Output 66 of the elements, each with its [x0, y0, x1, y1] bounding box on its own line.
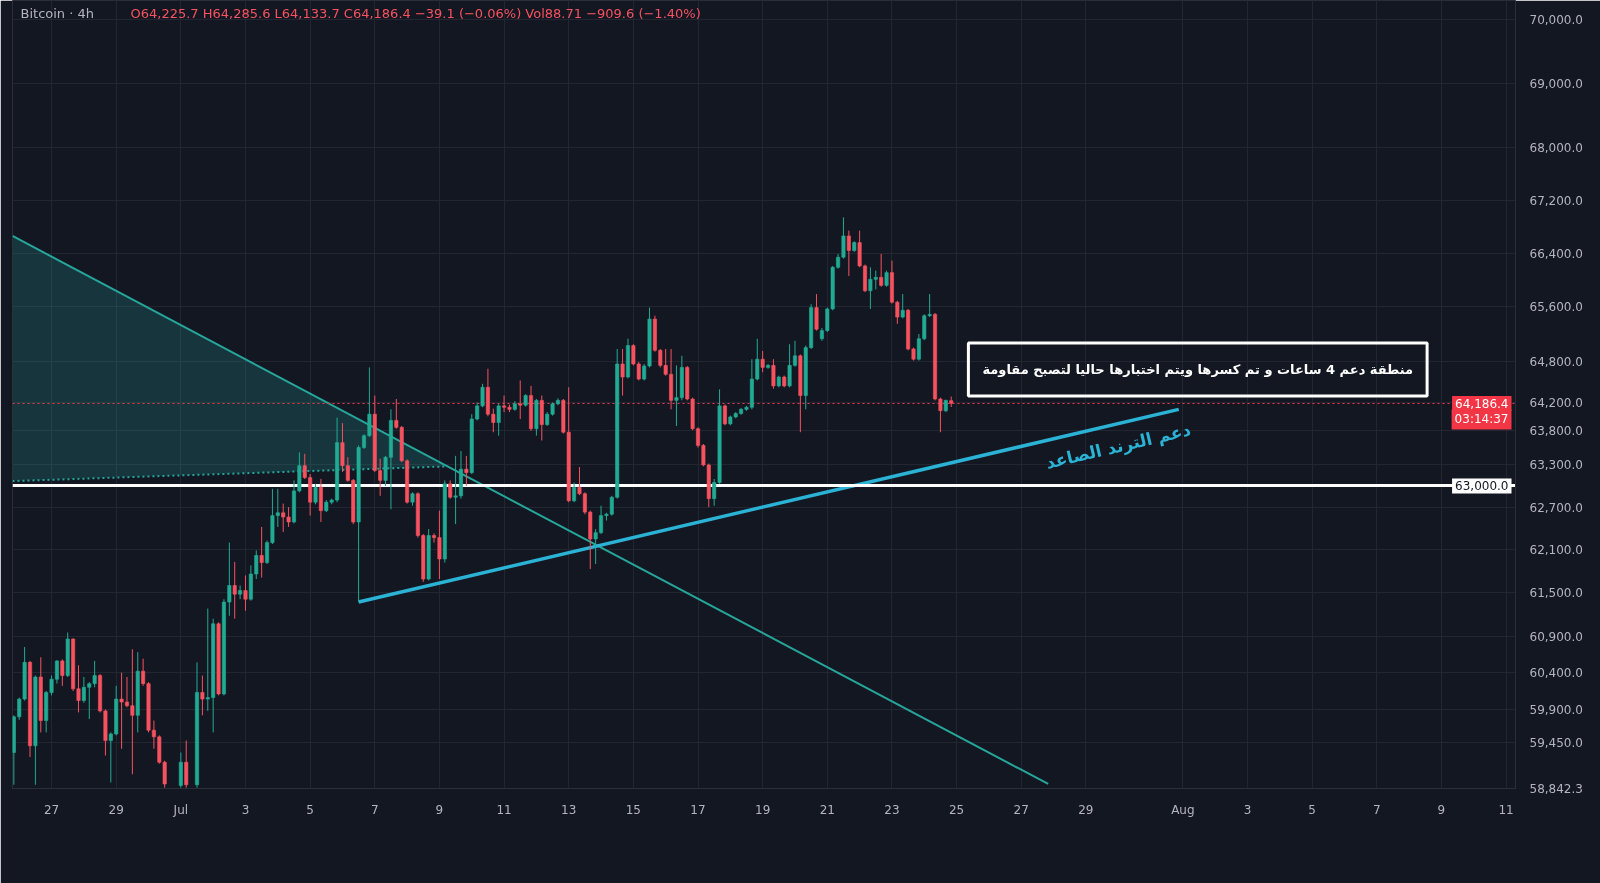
x-tick-label: 3: [241, 802, 250, 817]
x-tick-label: Jul: [172, 802, 189, 817]
y-tick-label: 70,000.0: [1529, 12, 1583, 27]
candlestick: [318, 478, 323, 523]
candlestick: [200, 675, 205, 716]
annotation: منطقة دعم 4 ساعات و تم كسرها ويتم اختبارها حاليا لتصبح مقاومة: [982, 362, 1414, 377]
x-tick-label: Aug: [1171, 802, 1195, 817]
chart-title: Bitcoin · 4h: [20, 6, 94, 21]
x-tick-label: 11: [496, 802, 512, 817]
y-tick-label: 67,200.0: [1529, 193, 1583, 208]
candlestick: [313, 483, 318, 505]
candlestick: [464, 455, 469, 487]
y-tick-label: 64,800.0: [1529, 354, 1583, 369]
y-tick-label: 68,000.0: [1529, 141, 1583, 156]
y-tick-label: 58,842.3: [1529, 781, 1583, 796]
y-tick-label: 69,000.0: [1529, 76, 1583, 91]
x-tick-label: 27: [1013, 802, 1029, 817]
y-tick-label: 59,450.0: [1529, 736, 1583, 751]
candlestick: [572, 481, 577, 503]
y-tick-label: 59,900.0: [1529, 702, 1583, 717]
x-tick-label: 5: [306, 802, 314, 817]
y-tick-label: 60,900.0: [1529, 629, 1583, 644]
y-tick-label: 62,100.0: [1529, 543, 1583, 558]
candlestick: [846, 230, 851, 277]
y-tick-label: 64,200.0: [1529, 395, 1583, 410]
x-tick-label: 9: [435, 802, 444, 817]
x-tick-label: 19: [755, 802, 771, 817]
ref-line-label: 64,186.4 03:14:37: [1454, 396, 1509, 427]
y-tick-label: 61,500.0: [1529, 586, 1583, 601]
ref-line-label: 63,000.0: [1455, 479, 1509, 494]
candlestick: [879, 253, 884, 288]
candlestick: [814, 293, 819, 332]
candlestick: [900, 293, 905, 319]
x-tick-label: 7: [370, 802, 379, 817]
x-tick-label: 7: [1372, 802, 1381, 817]
x-tick-label: 17: [690, 802, 706, 817]
candlestick: [620, 348, 625, 397]
y-tick-label: 63,300.0: [1529, 458, 1583, 473]
chart-subtitle: O64,225.7 H64,285.6 L64,133.7 C64,186.4 −39.1 (−0.06%) Vol88.71 −909.6 (−1.40%): [130, 6, 701, 21]
candlestick: [771, 358, 776, 390]
x-tick-label: 21: [819, 802, 835, 817]
x-tick-label: 15: [625, 802, 642, 817]
candlestick: [518, 379, 523, 420]
candlestick: [232, 561, 237, 620]
candlestick: [238, 585, 243, 600]
x-tick-label: 29: [1078, 802, 1094, 817]
x-tick-label: 9: [1437, 802, 1446, 817]
x-tick-label: 27: [43, 802, 60, 817]
y-tick-label: 65,600.0: [1529, 300, 1583, 315]
candlestick: [760, 350, 765, 373]
candlestick: [448, 479, 453, 500]
x-tick-label: 13: [561, 802, 577, 817]
candlestick: [259, 526, 264, 579]
x-tick-label: 11: [1498, 802, 1514, 817]
x-tick-label: 23: [884, 802, 900, 817]
y-tick-label: 63,800.0: [1529, 423, 1583, 438]
candlestick: [496, 403, 501, 437]
y-tick-label: 60,400.0: [1529, 666, 1583, 681]
x-tick-label: 3: [1243, 802, 1252, 817]
x-tick-label: 5: [1308, 802, 1316, 817]
candlestick: [243, 574, 248, 612]
x-tick-label: 29: [108, 802, 124, 817]
y-tick-label: 66,400.0: [1529, 246, 1583, 261]
y-tick-label: 62,700.0: [1529, 500, 1583, 515]
text: دعم الترند الصاعد: [1043, 419, 1194, 474]
x-tick-label: 25: [948, 802, 965, 817]
